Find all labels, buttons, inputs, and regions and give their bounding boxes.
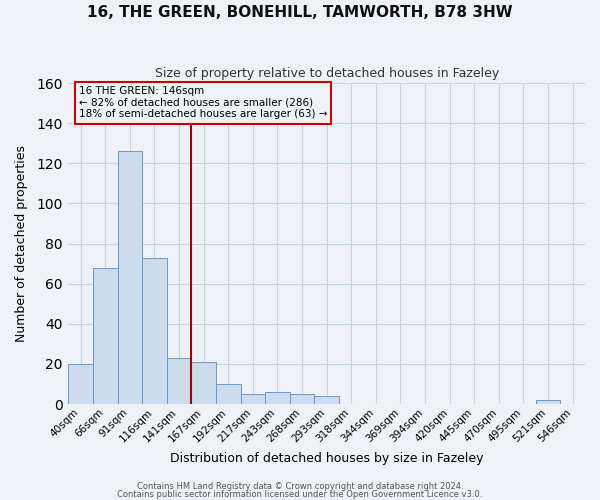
Bar bbox=[536, 400, 560, 404]
Text: Contains public sector information licensed under the Open Government Licence v3: Contains public sector information licen… bbox=[118, 490, 482, 499]
Bar bbox=[118, 152, 142, 404]
Text: 16 THE GREEN: 146sqm
← 82% of detached houses are smaller (286)
18% of semi-deta: 16 THE GREEN: 146sqm ← 82% of detached h… bbox=[79, 86, 327, 120]
Bar bbox=[191, 362, 216, 404]
Bar bbox=[265, 392, 290, 404]
Text: Contains HM Land Registry data © Crown copyright and database right 2024.: Contains HM Land Registry data © Crown c… bbox=[137, 482, 463, 491]
Bar bbox=[314, 396, 339, 404]
Text: 16, THE GREEN, BONEHILL, TAMWORTH, B78 3HW: 16, THE GREEN, BONEHILL, TAMWORTH, B78 3… bbox=[87, 5, 513, 20]
Bar bbox=[241, 394, 265, 404]
Bar bbox=[216, 384, 241, 404]
Bar bbox=[93, 268, 118, 404]
Bar bbox=[142, 258, 167, 404]
Bar bbox=[290, 394, 314, 404]
Bar bbox=[167, 358, 191, 404]
Bar bbox=[68, 364, 93, 404]
Y-axis label: Number of detached properties: Number of detached properties bbox=[15, 145, 28, 342]
Title: Size of property relative to detached houses in Fazeley: Size of property relative to detached ho… bbox=[155, 68, 499, 80]
X-axis label: Distribution of detached houses by size in Fazeley: Distribution of detached houses by size … bbox=[170, 452, 484, 465]
